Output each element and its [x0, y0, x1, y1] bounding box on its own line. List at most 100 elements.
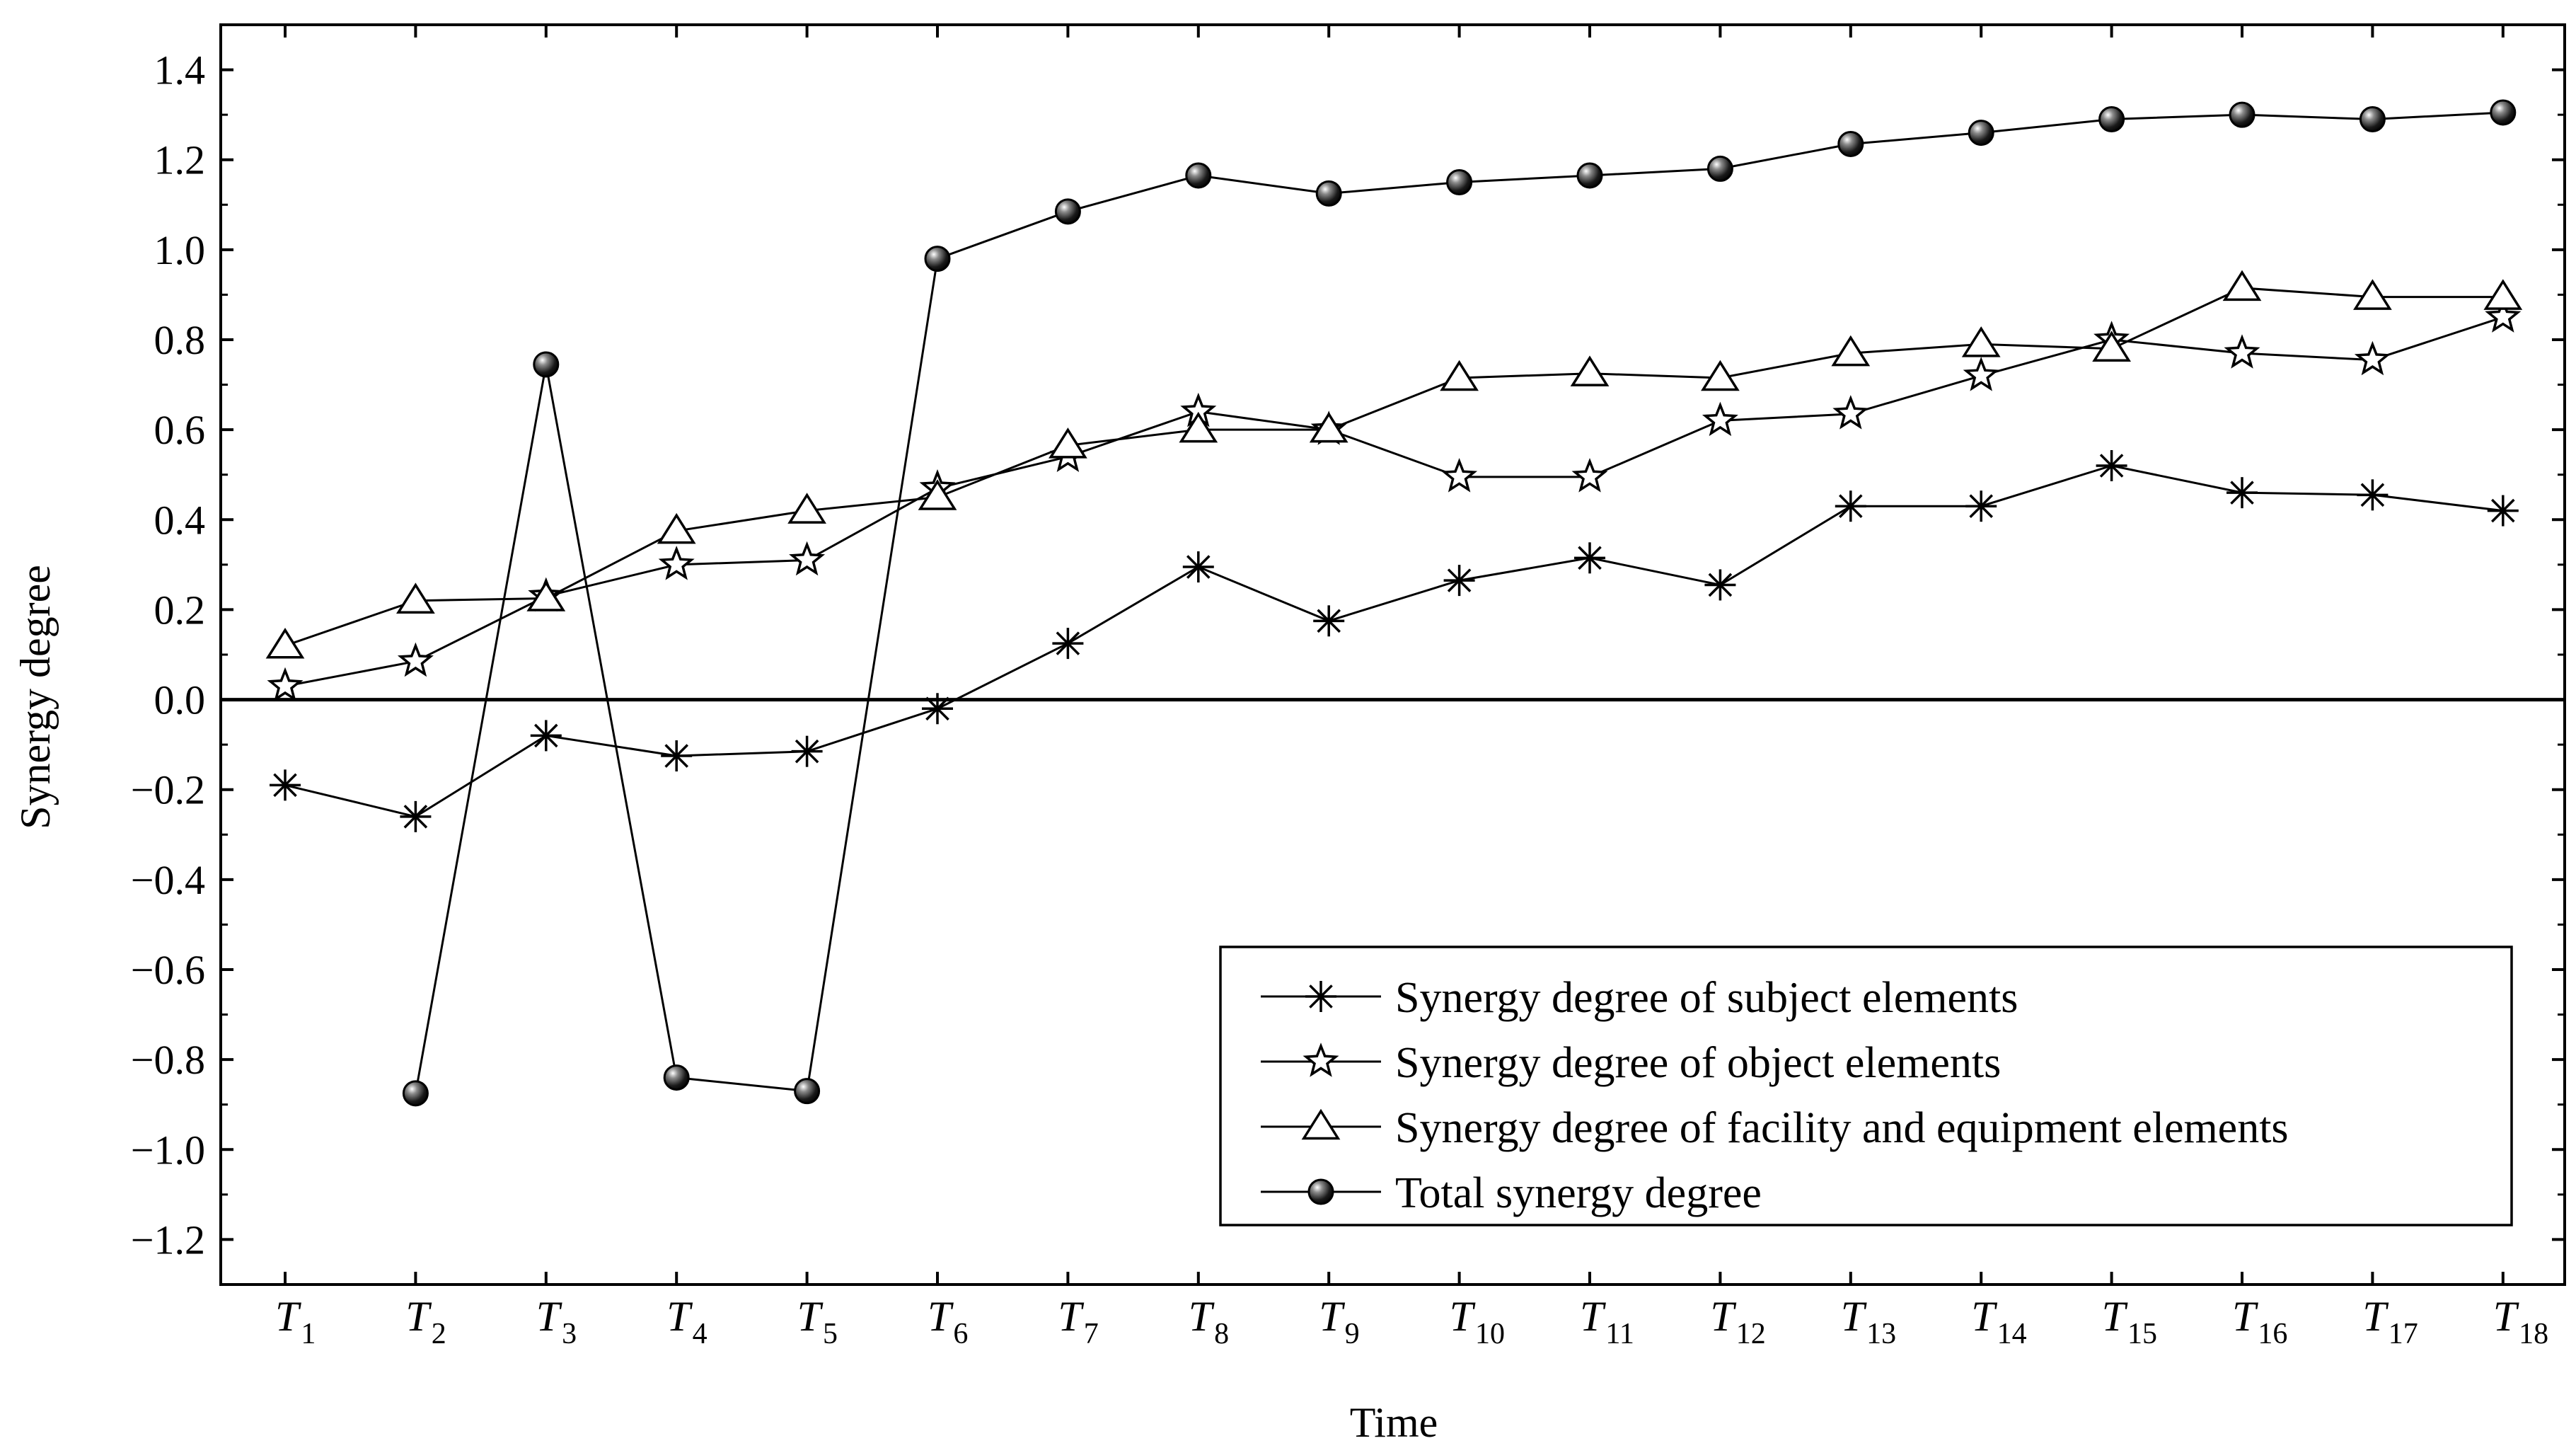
y-tick-label: 0.2 [154, 587, 206, 633]
data-point [270, 769, 301, 801]
y-tick-label: 0.4 [154, 497, 206, 543]
data-point [2224, 334, 2260, 369]
x-tick-label: T3 [536, 1293, 577, 1350]
data-point [922, 693, 953, 725]
data-point [1706, 155, 1733, 182]
data-point [789, 541, 826, 576]
series-line [284, 287, 2503, 647]
data-point [1440, 360, 1479, 391]
data-point [2359, 106, 2386, 132]
y-tick-label: −1.2 [131, 1217, 205, 1263]
series-1 [270, 450, 2519, 832]
data-point [787, 493, 826, 524]
data-point [2357, 479, 2389, 511]
legend-entry: Synergy degree of object elements [1261, 1039, 2001, 1087]
data-point [1443, 565, 1475, 597]
data-point [1576, 162, 1603, 189]
data-point [267, 667, 304, 702]
legend-label: Synergy degree of object elements [1395, 1039, 2001, 1087]
y-tick-label: −0.6 [131, 947, 205, 993]
data-point [400, 800, 432, 832]
data-point [663, 1064, 690, 1091]
series-layer [265, 99, 2523, 1107]
legend-box [1219, 946, 2513, 1226]
data-point [397, 642, 434, 677]
data-point [1182, 551, 1214, 583]
x-tick-label: T5 [797, 1293, 838, 1350]
legend: Synergy degree of subject elements Synerg… [1219, 946, 2513, 1226]
legend-label: Synergy degree of facility and equipment… [1395, 1104, 2289, 1152]
data-point [791, 735, 823, 767]
y-tick-label: −0.4 [131, 857, 205, 903]
series-4 [402, 99, 2517, 1107]
data-point [1837, 130, 1864, 157]
x-tick-label: T4 [666, 1293, 707, 1350]
data-point [1185, 162, 1212, 189]
y-tick-label: 0.6 [154, 407, 206, 453]
legend-marker [1305, 981, 1336, 1012]
x-tick-label: T15 [2102, 1293, 2157, 1350]
data-point [1835, 490, 1866, 522]
data-point [1832, 395, 1869, 430]
data-point [2487, 495, 2519, 527]
data-point [2485, 298, 2522, 333]
data-point [1315, 180, 1342, 207]
data-point [1965, 490, 1997, 522]
x-tick-label: T16 [2232, 1293, 2287, 1350]
data-point [1446, 169, 1473, 195]
data-point [1702, 401, 1738, 437]
x-axis-label: Time [1350, 1399, 1438, 1446]
x-tick-label: T14 [1971, 1293, 2026, 1350]
x-tick-label: T9 [1319, 1293, 1359, 1350]
legend-marker [1303, 1042, 1339, 1077]
data-point [1049, 427, 1087, 459]
data-point [1441, 458, 1478, 493]
series-line [284, 464, 2503, 818]
data-point [2092, 331, 2131, 362]
x-tick-label: T13 [1841, 1293, 1896, 1350]
legend-marker [1301, 1108, 1341, 1140]
data-point [1571, 458, 1608, 493]
y-tick-label: 0.8 [154, 317, 206, 363]
data-point [265, 627, 305, 659]
y-tick-label: 1.4 [154, 47, 206, 93]
data-point [1963, 357, 1999, 391]
data-point [2229, 101, 2256, 128]
data-point [2490, 99, 2517, 126]
x-tick-label: T11 [1580, 1293, 1634, 1350]
y-axis-label: Synergy degree [12, 565, 59, 829]
data-point [924, 246, 951, 272]
y-tick-label: 1.0 [154, 227, 206, 273]
data-point [1831, 335, 1871, 367]
data-point [661, 740, 693, 772]
x-tick-label: T17 [2362, 1293, 2418, 1350]
data-point [2226, 477, 2258, 509]
x-tick-label: T6 [928, 1293, 968, 1350]
data-point [526, 580, 566, 611]
data-point [1052, 628, 1084, 660]
data-point [1313, 605, 1345, 637]
legend-entry: Synergy degree of subject elements [1261, 974, 2018, 1022]
data-point [530, 720, 562, 752]
series-line [284, 316, 2504, 687]
x-tick-label: T18 [2493, 1293, 2548, 1350]
data-point [1574, 542, 1605, 574]
legend-entry: Synergy degree of facility and equipment… [1261, 1104, 2289, 1152]
data-point [1968, 120, 1994, 146]
data-point [2096, 450, 2127, 481]
data-point [1054, 198, 1081, 225]
data-point [1570, 355, 1610, 386]
legend-marker [1307, 1178, 1334, 1205]
x-tick-label: T2 [405, 1293, 446, 1350]
y-tick-label: 1.2 [154, 137, 206, 183]
data-point [2222, 270, 2262, 301]
y-tick-label: −0.8 [131, 1037, 205, 1083]
data-point [2483, 279, 2523, 310]
x-tick-label: T7 [1058, 1293, 1098, 1350]
data-point [1961, 326, 2001, 357]
y-tick-label: 0.0 [154, 677, 206, 723]
x-tick-label: T8 [1189, 1293, 1229, 1350]
series-2 [267, 298, 2522, 702]
data-point [2353, 279, 2392, 310]
